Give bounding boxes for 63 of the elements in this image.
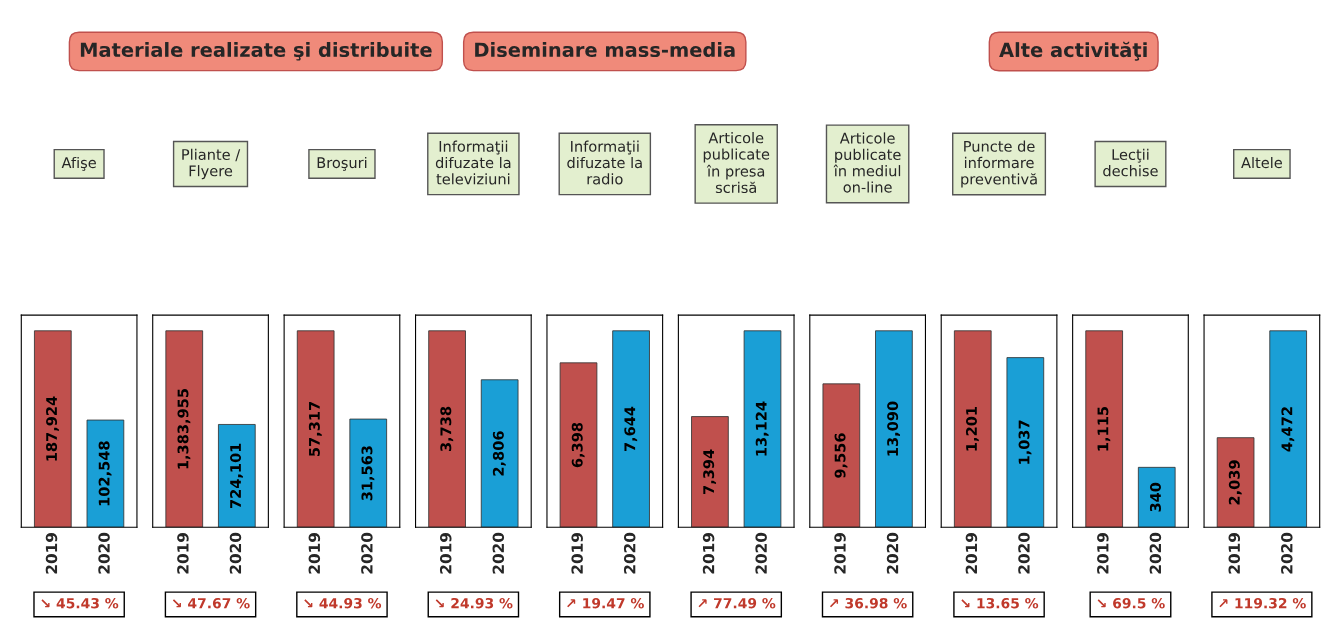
x-tick-label: 2019 <box>702 533 715 574</box>
text: ↘ 69.5 % <box>1097 597 1165 609</box>
text: ↗ 19.47 % <box>567 597 644 609</box>
text: ↘ 44.93 % <box>304 597 382 609</box>
chart-title: Informaţii difuzate la radio <box>567 140 642 185</box>
text: ↗ 36.98 % <box>829 597 907 609</box>
chart-title: Broşuri <box>317 156 367 171</box>
data-label: 1,201 <box>965 406 979 451</box>
x-tick-label: 2020 <box>229 532 242 574</box>
data-label: 57,317 <box>308 402 322 457</box>
x-tick-label: 2019 <box>834 533 846 574</box>
x-tick-label: 2020 <box>98 532 110 574</box>
x-tick-label: 2019 <box>571 533 583 574</box>
text: ↘ 24.93 % <box>435 597 513 609</box>
data-label: 2,806 <box>492 431 506 476</box>
data-label: 6,398 <box>571 422 585 468</box>
data-label: 1,037 <box>1018 420 1032 464</box>
x-tick-label: 2019 <box>45 533 58 574</box>
data-label: 31,563 <box>361 446 375 501</box>
x-tick-label: 2020 <box>623 532 636 574</box>
data-label: 4,472 <box>1281 407 1295 452</box>
x-tick-label: 2019 <box>1228 533 1241 574</box>
data-label: 9,556 <box>834 433 848 478</box>
data-label: 7,394 <box>703 449 717 494</box>
data-label: 1,383,955 <box>177 388 191 469</box>
x-tick-label: 2020 <box>492 532 505 574</box>
x-tick-label: 2019 <box>308 533 321 574</box>
data-label: 187,924 <box>46 396 59 461</box>
text: Materiale realizate şi distribuite <box>80 42 432 61</box>
chart-title: Puncte de informare preventivă <box>961 140 1037 188</box>
x-tick-label: 2020 <box>1281 532 1293 574</box>
data-label: 13,124 <box>755 401 769 456</box>
x-tick-label: 2020 <box>755 532 767 574</box>
data-label: 2,039 <box>1228 460 1242 505</box>
x-tick-label: 2019 <box>1097 533 1109 574</box>
chart-title: Articole publicate în mediul on-line <box>833 132 901 193</box>
x-tick-label: 2020 <box>886 532 899 574</box>
text: Diseminare mass-media <box>475 42 735 58</box>
x-tick-label: 2020 <box>361 532 373 574</box>
x-tick-label: 2019 <box>439 533 452 574</box>
chart-title: Articole publicate în presa scrisă <box>703 132 770 194</box>
text: ↘ 47.67 % <box>172 597 250 609</box>
text: Alte activităţi <box>999 41 1147 61</box>
data-label: 3,738 <box>440 406 454 452</box>
data-label: 7,644 <box>624 406 638 452</box>
data-label: 340 <box>1149 482 1161 512</box>
x-tick-label: 2020 <box>1149 532 1162 574</box>
chart-title: Pliante / Flyere <box>182 148 241 180</box>
x-tick-label: 2019 <box>177 533 189 574</box>
text: ↘ 13.65 % <box>961 597 1039 609</box>
text: ↗ 77.49 % <box>698 597 776 609</box>
chart-title: Informaţii difuzate la televiziuni <box>435 140 511 185</box>
text: ↗ 119.32 % <box>1219 597 1306 609</box>
data-label: 13,090 <box>887 401 901 456</box>
data-label: 724,101 <box>230 443 243 509</box>
data-label: 1,115 <box>1097 406 1111 451</box>
x-tick-label: 2020 <box>1018 532 1030 574</box>
chart-title: Lecţii dechise <box>1103 148 1158 177</box>
chart-title: Afişe <box>61 156 96 171</box>
text: ↘ 45.43 % <box>41 597 119 609</box>
chart-title: Altele <box>1241 156 1282 169</box>
data-label: 102,548 <box>98 441 112 506</box>
x-tick-label: 2019 <box>965 533 978 574</box>
